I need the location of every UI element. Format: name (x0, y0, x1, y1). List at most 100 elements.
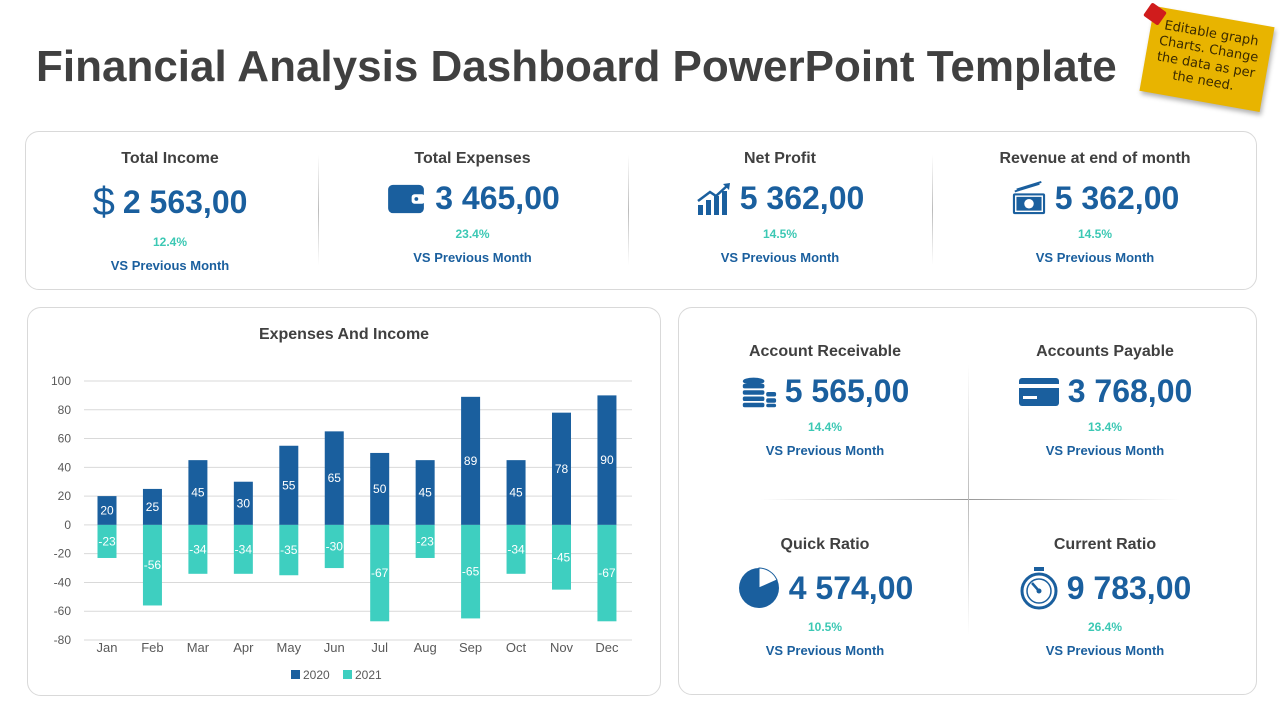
kpi-value: 3 465,00 (435, 180, 560, 216)
kpi-comparison: VS Previous Month (1035, 250, 1155, 265)
bar-2021 (370, 524, 390, 622)
y-tick-label: 20 (58, 489, 72, 503)
data-label: -30 (326, 539, 344, 553)
divider (932, 155, 933, 265)
legend-swatch (291, 670, 300, 679)
kpi-net-profit: Net Profit 5 362,00 14.5% VS Previous Mo… (665, 150, 895, 265)
dollar-icon: $ (92, 180, 115, 224)
data-label: 20 (100, 504, 114, 518)
kpi-revenue: Revenue at end of month 5 362,00 14.5% V… (975, 150, 1215, 265)
data-label: 78 (555, 462, 569, 476)
data-label: 30 (237, 496, 251, 510)
kpi-comparison: VS Previous Month (765, 443, 885, 458)
data-label: -23 (416, 534, 434, 548)
chart-title: Expenses And Income (258, 326, 430, 343)
bar-2021 (324, 524, 344, 569)
pie-chart-icon (738, 567, 779, 608)
x-tick-label: Sep (459, 640, 482, 655)
data-label: 89 (464, 454, 478, 468)
kpi-percent: 10.5% (807, 620, 843, 634)
page-title: Financial Analysis Dashboard PowerPoint … (36, 42, 1117, 91)
x-tick-label: Jan (97, 640, 118, 655)
kpi-comparison: VS Previous Month (765, 643, 885, 658)
kpi-percent: 14.4% (807, 420, 843, 434)
y-tick-label: 60 (58, 432, 72, 446)
y-tick-label: 40 (58, 460, 72, 474)
kpi-value: 3 768,00 (1067, 373, 1193, 409)
divider (760, 499, 1180, 500)
data-label: -34 (507, 542, 525, 556)
kpi-label: Total Expenses (414, 150, 531, 167)
bar-2021 (552, 524, 571, 590)
bar-2021 (279, 524, 299, 576)
kpi-current-ratio: Current Ratio 9 783,00 26.4% VS Previous… (985, 536, 1225, 658)
y-tick-label: 80 (58, 403, 72, 417)
kpi-percent: 14.5% (1077, 227, 1113, 241)
data-label: -34 (235, 542, 253, 556)
kpi-comparison: VS Previous Month (720, 250, 840, 265)
kpi-percent: 14.5% (762, 227, 798, 241)
x-tick-label: Oct (506, 640, 527, 655)
coins-icon (742, 377, 776, 407)
kpi-value: 5 565,00 (784, 373, 910, 409)
legend-swatch (343, 670, 352, 679)
kpi-label: Current Ratio (1053, 536, 1157, 553)
stopwatch-icon (1020, 567, 1058, 610)
x-tick-label: Aug (414, 640, 437, 655)
kpi-percent: 12.4% (152, 235, 188, 249)
x-tick-label: Nov (550, 640, 574, 655)
bar-2020 (597, 395, 617, 525)
bar-2020 (324, 431, 344, 525)
bar-2020 (97, 496, 117, 525)
data-label: -56 (144, 558, 162, 572)
bar-2020 (370, 452, 390, 525)
data-label: 45 (418, 486, 432, 500)
bar-2021 (506, 524, 526, 574)
kpi-value: 5 362,00 (739, 180, 865, 216)
y-tick-label: -60 (54, 604, 72, 618)
kpi-label: Revenue at end of month (999, 150, 1191, 167)
bar-2020 (552, 412, 571, 525)
bar-2020 (415, 460, 435, 525)
x-tick-label: May (277, 640, 302, 655)
kpi-value: 5 362,00 (1054, 180, 1180, 216)
kpi-account-receivable: Account Receivable 5 565,00 14.4% VS Pre… (700, 343, 950, 458)
kpi-label: Accounts Payable (1036, 343, 1174, 360)
bar-2021 (233, 524, 253, 574)
x-tick-label: Feb (141, 640, 163, 655)
kpi-percent: 26.4% (1087, 620, 1123, 634)
bar-2021 (597, 524, 617, 622)
bar-2021 (415, 524, 435, 558)
kpi-accounts-payable: Accounts Payable 3 768,00 13.4% VS Previ… (985, 343, 1225, 458)
balance-card (678, 307, 1257, 695)
data-label: 65 (328, 471, 342, 485)
data-label: 55 (282, 478, 296, 492)
data-label: -35 (280, 543, 298, 557)
data-label: -67 (598, 566, 616, 580)
kpi-label: Net Profit (744, 150, 816, 167)
bar-2021 (142, 524, 162, 606)
bar-2020 (461, 396, 481, 525)
x-tick-label: Apr (233, 640, 254, 655)
kpi-value: 9 783,00 (1066, 569, 1192, 606)
credit-card-icon (1018, 377, 1059, 406)
y-tick-label: -20 (54, 547, 72, 561)
legend-label: 2020 (303, 668, 330, 682)
divider (968, 365, 969, 635)
wallet-icon (388, 184, 426, 213)
y-tick-label: -40 (54, 575, 72, 589)
top-kpi-card (25, 131, 1257, 290)
x-tick-label: Dec (595, 640, 619, 655)
expenses-income-chart: 100 80 60 40 20 0 -20 -40 -60 -80 Jan Feb Mar Apr May J… (51, 374, 632, 682)
bar-2020 (142, 488, 162, 525)
kpi-total-income: Total Income $2 563,00 12.4% VS Previous… (60, 150, 280, 273)
kpi-value: 2 563,00 (122, 184, 248, 220)
kpi-label: Account Receivable (748, 343, 902, 360)
kpi-total-expenses: Total Expenses 3 465,00 23.4% VS Previou… (360, 150, 585, 265)
data-label: 90 (600, 453, 614, 467)
kpi-comparison: VS Previous Month (413, 250, 532, 265)
bar-2021 (461, 524, 481, 619)
divider (318, 155, 319, 265)
banknote-icon (1012, 180, 1045, 214)
data-label: 50 (373, 482, 387, 496)
